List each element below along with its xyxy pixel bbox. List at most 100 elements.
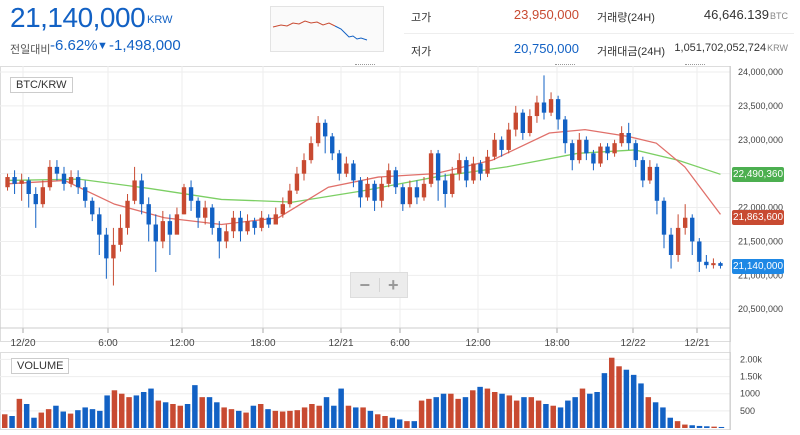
y-tick-label: 21,000,000 bbox=[738, 270, 783, 280]
candle-body bbox=[351, 163, 356, 181]
candle-body bbox=[40, 187, 46, 205]
candle-body bbox=[562, 119, 568, 144]
candle-body bbox=[478, 163, 483, 174]
candle-body bbox=[217, 227, 222, 242]
candle-body bbox=[111, 244, 116, 259]
x-tick-label: 12/22 bbox=[620, 338, 645, 349]
high-label: 고가 bbox=[411, 12, 432, 24]
candle-body bbox=[548, 99, 554, 113]
volume-bar bbox=[470, 390, 476, 428]
volume-panel-label: VOLUME bbox=[11, 358, 70, 374]
candle-body bbox=[280, 204, 286, 215]
volume-bar bbox=[353, 407, 359, 428]
candle-body bbox=[464, 160, 469, 181]
volume-bar bbox=[374, 414, 381, 428]
volume-bar bbox=[67, 413, 74, 428]
candle-body bbox=[598, 146, 603, 164]
candle-body bbox=[301, 160, 307, 174]
candle-body bbox=[534, 102, 540, 117]
x-tick-label: 12:00 bbox=[169, 338, 194, 349]
price-unit: KRW bbox=[147, 14, 173, 26]
volume-tick-label: 500 bbox=[740, 406, 755, 416]
volume-bar bbox=[148, 388, 154, 428]
volume-bar bbox=[38, 412, 45, 428]
volume-bar bbox=[75, 410, 81, 428]
zoom-in-button[interactable]: + bbox=[387, 274, 399, 295]
volume-bar bbox=[31, 417, 37, 428]
amount-24h-label: 거래대금(24H) bbox=[597, 46, 665, 58]
candle-body bbox=[139, 180, 144, 205]
candle-body bbox=[442, 180, 448, 194]
candle-body bbox=[661, 200, 667, 235]
candle-body bbox=[541, 102, 547, 113]
candle-body bbox=[75, 177, 81, 188]
current-price: 21,140,000 bbox=[10, 2, 146, 33]
candle-body bbox=[428, 153, 434, 184]
candle-body bbox=[647, 166, 653, 181]
volume-bar bbox=[608, 357, 615, 428]
volume-bar bbox=[455, 398, 461, 428]
volume-bar bbox=[360, 407, 366, 428]
candlestick-chart-svg[interactable]: 24,000,00023,500,00023,000,00022,500,000… bbox=[0, 66, 800, 430]
volume-bar bbox=[682, 424, 688, 428]
candle-body bbox=[195, 200, 201, 218]
low-value: 20,750,000 bbox=[513, 41, 579, 56]
volume-bar bbox=[411, 421, 418, 428]
volume-bar bbox=[565, 400, 571, 428]
zoom-controls: − + bbox=[350, 272, 408, 298]
candle-body bbox=[82, 187, 88, 201]
volume-bar bbox=[119, 393, 125, 428]
x-tick-label: 18:00 bbox=[544, 338, 569, 349]
volume-bar bbox=[433, 397, 439, 428]
candle-body bbox=[506, 129, 511, 150]
volume-bar bbox=[404, 421, 410, 428]
candle-body bbox=[407, 187, 413, 205]
volume-bar bbox=[667, 417, 673, 428]
volume-bar bbox=[221, 407, 227, 428]
down-arrow-icon: ▼ bbox=[97, 40, 108, 52]
volume-bar bbox=[111, 390, 118, 428]
volume-bar bbox=[543, 404, 549, 428]
candle-body bbox=[421, 183, 427, 198]
candle-body bbox=[570, 143, 575, 161]
dotted-separator bbox=[685, 64, 705, 65]
volume-bar bbox=[389, 417, 396, 428]
x-tick-label: 6:00 bbox=[390, 338, 410, 349]
mini-chart[interactable] bbox=[270, 6, 384, 52]
volume-bar bbox=[689, 425, 695, 428]
candle-body bbox=[365, 183, 370, 198]
candle-body bbox=[5, 177, 10, 188]
volume-bar bbox=[382, 416, 388, 428]
volume-bar bbox=[199, 397, 205, 428]
candle-body bbox=[202, 207, 208, 218]
volume-bar bbox=[250, 405, 257, 428]
volume-bar bbox=[294, 410, 301, 428]
candle-body bbox=[337, 153, 342, 174]
volume-bar bbox=[338, 388, 344, 428]
volume-bar bbox=[418, 400, 425, 428]
candle-body bbox=[322, 122, 328, 137]
candle-body bbox=[188, 187, 194, 201]
volume-tick-label: 2.00k bbox=[740, 354, 763, 364]
candle-body bbox=[33, 194, 38, 205]
candle-body bbox=[160, 221, 166, 242]
candle-body bbox=[704, 261, 709, 266]
candle-body bbox=[344, 163, 349, 174]
volume-bar bbox=[82, 407, 88, 428]
volume-bar bbox=[440, 393, 447, 428]
candle-body bbox=[668, 234, 674, 255]
candle-body bbox=[26, 180, 31, 194]
volume-bar bbox=[396, 419, 403, 428]
zoom-out-button[interactable]: − bbox=[359, 274, 370, 295]
change-amount: -1,498,000 bbox=[109, 37, 181, 54]
chart-frame bbox=[0, 66, 731, 342]
volume-bar bbox=[206, 397, 213, 428]
zoom-separator bbox=[378, 278, 380, 292]
volume-bar bbox=[587, 393, 593, 428]
volume-tick-label: 1.50k bbox=[740, 372, 763, 382]
volume-bar bbox=[506, 395, 513, 428]
candle-body bbox=[19, 180, 24, 184]
volume-bar bbox=[97, 410, 103, 428]
price-chart[interactable]: 24,000,00023,500,00023,000,00022,500,000… bbox=[0, 66, 800, 430]
volume-bar bbox=[301, 407, 308, 428]
